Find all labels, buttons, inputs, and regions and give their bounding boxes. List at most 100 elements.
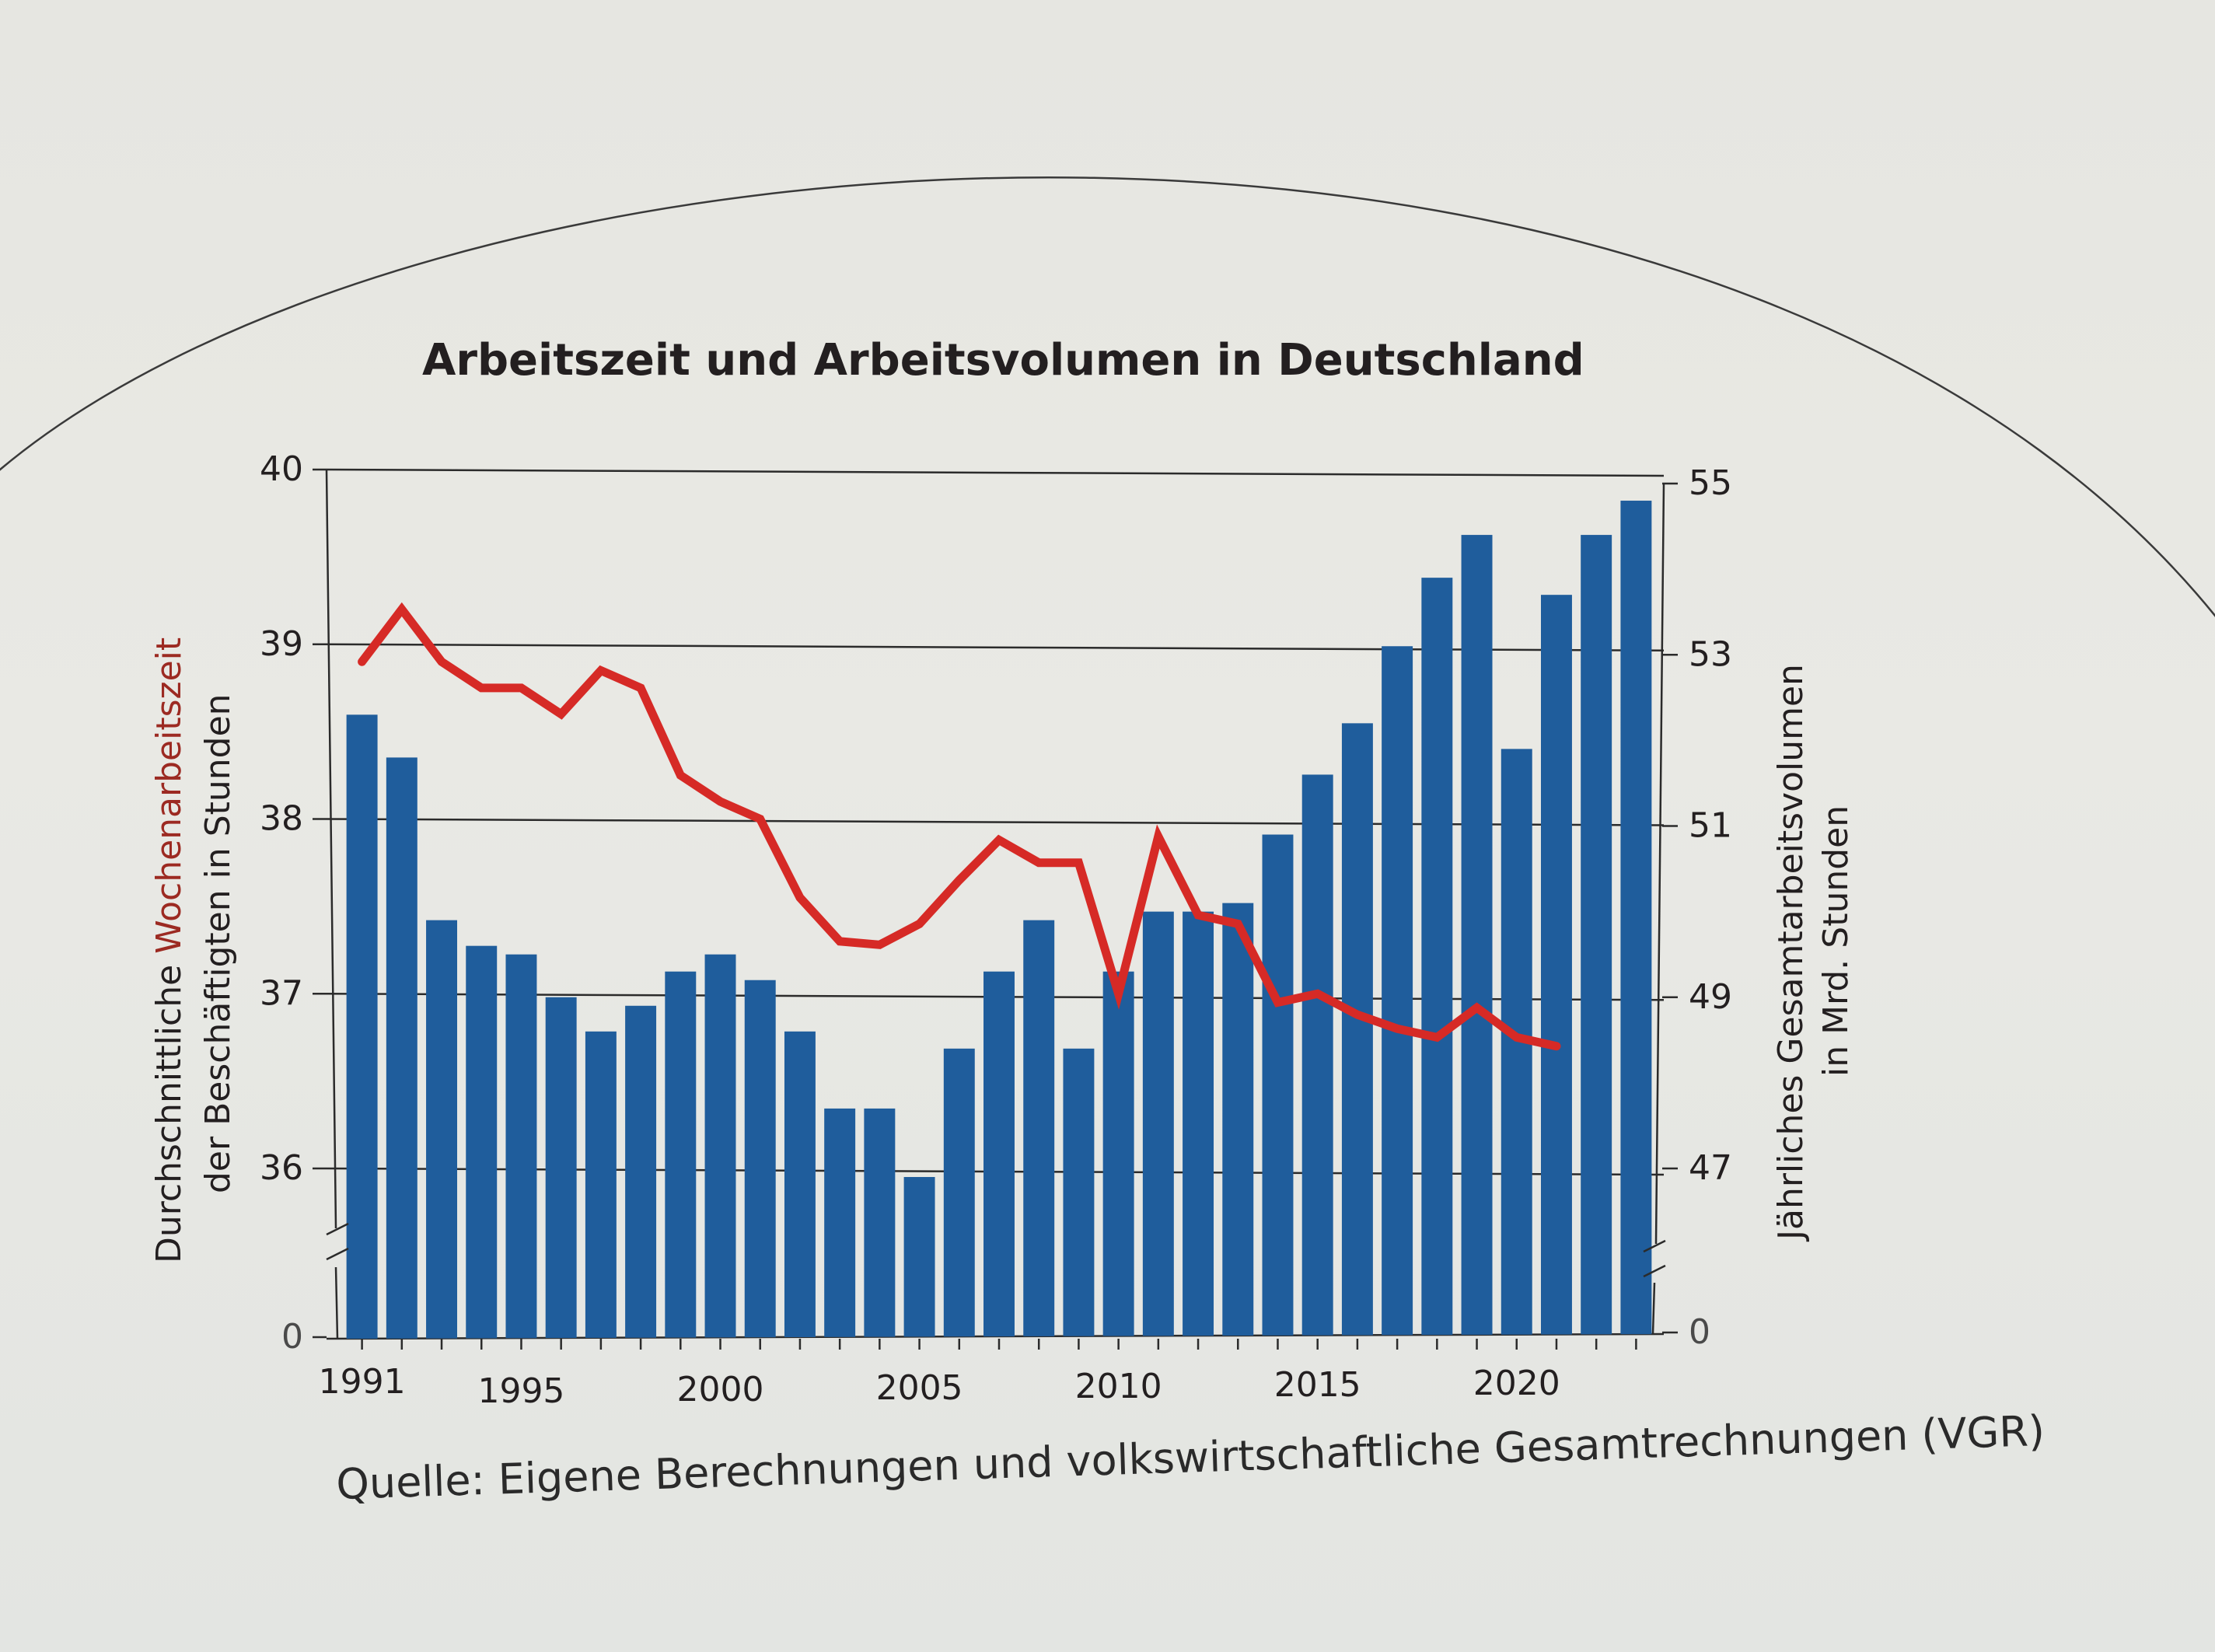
- left-tick-label: 38: [260, 799, 303, 839]
- bar: [1183, 911, 1214, 1336]
- bar: [864, 1108, 896, 1337]
- bar: [1581, 535, 1612, 1335]
- line-point: [879, 944, 881, 946]
- x-tick-label: 2000: [677, 1370, 764, 1409]
- decorative-arc: [0, 176, 2215, 618]
- bar: [784, 1031, 816, 1337]
- line-point: [1237, 923, 1239, 925]
- right-axis-label-line1: Jährliches Gesamtarbeitsvolumen: [1771, 664, 1811, 1242]
- bar: [704, 954, 736, 1338]
- x-tick-label: 2005: [876, 1368, 963, 1408]
- x-tick-label: 1995: [477, 1371, 564, 1411]
- bar: [1382, 646, 1413, 1336]
- line-point: [640, 686, 642, 689]
- left-tick-label: 37: [260, 973, 303, 1013]
- line-point: [680, 774, 682, 777]
- bar: [1222, 903, 1254, 1336]
- bar: [625, 1005, 657, 1338]
- bar: [346, 714, 378, 1339]
- line-point: [441, 661, 443, 663]
- line-point: [480, 686, 483, 689]
- bar: [386, 757, 417, 1339]
- line-point: [998, 839, 1000, 841]
- bar: [426, 920, 458, 1339]
- line-series: [358, 602, 1561, 1051]
- right-tick-label: 49: [1689, 977, 1732, 1017]
- left-tick-label: 0: [281, 1317, 303, 1357]
- bar: [1620, 501, 1652, 1335]
- left-axis-label-part1: Durchschnittliche: [149, 954, 189, 1263]
- line-point: [1396, 1028, 1399, 1030]
- left-axis-label: Durchschnittliche Wochenarbeitszeit: [149, 637, 189, 1263]
- line-point: [1476, 1007, 1478, 1009]
- right-tick-label: 55: [1689, 463, 1732, 503]
- line-point: [1117, 993, 1120, 995]
- bar: [665, 971, 697, 1338]
- right-tick-label: 47: [1689, 1148, 1732, 1188]
- gridline: [326, 468, 1665, 477]
- bar: [903, 1177, 935, 1337]
- x-tick-label: 2010: [1075, 1367, 1162, 1406]
- left-axis-line: [325, 469, 337, 1229]
- right-tick-label: 0: [1689, 1312, 1710, 1352]
- bar: [1461, 535, 1493, 1335]
- left-tick-label: 36: [260, 1148, 303, 1188]
- x-tick-label: 1991: [319, 1362, 406, 1402]
- bar: [1142, 911, 1174, 1336]
- line-point: [560, 713, 562, 715]
- left-axis-label-accent: Wochenarbeitszeit: [149, 637, 189, 954]
- line-point: [798, 896, 801, 899]
- line-point: [759, 818, 761, 820]
- line-point: [918, 923, 921, 925]
- chart-title: Arbeitszeit und Arbeitsvolumen in Deutsc…: [422, 335, 1584, 386]
- bar: [545, 997, 577, 1339]
- axis-layer: 0 36 37 38 39 40 0 47 49 51 53 55 1991 1995 2000 2005 20…: [260, 449, 1732, 1411]
- left-axis-line-lower: [334, 1266, 339, 1339]
- bar: [744, 980, 776, 1338]
- x-tick-label: 2015: [1274, 1365, 1361, 1405]
- bar: [1301, 774, 1333, 1336]
- bar: [505, 954, 537, 1339]
- bar-series: [346, 501, 1652, 1339]
- line-point: [1356, 1014, 1358, 1016]
- bar: [1102, 971, 1134, 1336]
- line-point: [1555, 1045, 1557, 1047]
- bar: [1262, 834, 1294, 1336]
- bar: [983, 971, 1015, 1337]
- right-axis-line: [1654, 483, 1665, 1245]
- line-point: [1515, 1036, 1518, 1039]
- line-point: [1197, 914, 1200, 917]
- bar: [1540, 595, 1572, 1335]
- line-point: [1277, 1001, 1279, 1004]
- right-axis-label-line2: in Mrd. Stunden: [1816, 805, 1856, 1077]
- line-point: [719, 801, 721, 803]
- bar: [585, 1031, 617, 1338]
- line-point: [1436, 1036, 1438, 1039]
- left-axis-label-line2: der Beschäftigten in Stunden: [198, 693, 238, 1193]
- left-axis-break: [326, 1222, 349, 1261]
- line-point: [599, 669, 602, 672]
- bar: [943, 1048, 975, 1337]
- line-point: [1078, 861, 1080, 864]
- source-note: Quelle: Eigene Berechnungen und volkswir…: [335, 1406, 2045, 1509]
- line-point: [958, 879, 960, 882]
- bar: [1341, 723, 1373, 1336]
- left-tick-label: 40: [260, 449, 303, 489]
- right-tick-label: 53: [1689, 634, 1732, 674]
- line-point: [520, 686, 522, 689]
- right-axis-line-lower: [1651, 1282, 1656, 1335]
- bar: [1421, 578, 1453, 1336]
- line-point: [1316, 993, 1319, 995]
- line-point: [361, 661, 363, 663]
- x-tick-label: 2020: [1473, 1364, 1560, 1403]
- left-tick-label: 39: [260, 624, 303, 664]
- line-point: [1038, 861, 1040, 864]
- bar: [1063, 1048, 1095, 1336]
- right-axis-break: [1643, 1239, 1666, 1278]
- right-tick-label: 51: [1689, 806, 1732, 846]
- line-point: [839, 940, 841, 942]
- weekly-hours-line: [358, 602, 1561, 1051]
- line-point: [400, 608, 403, 610]
